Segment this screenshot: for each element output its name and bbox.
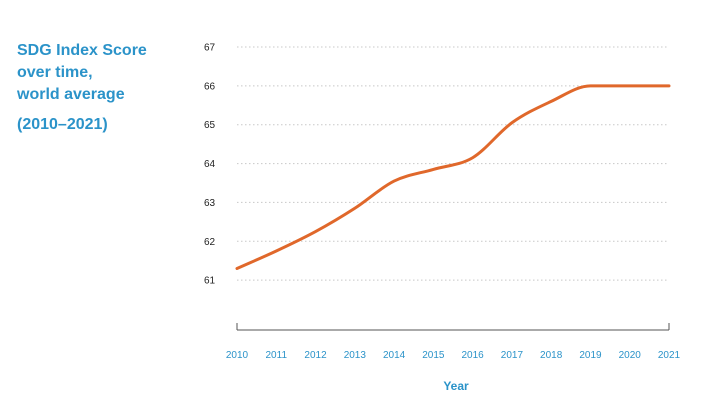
x-tick-label: 2016 [462,350,485,361]
y-tick-label: 65 [204,120,216,131]
x-axis-label: Year [443,379,469,393]
y-tick-label: 62 [204,237,216,248]
title-line-1: SDG Index Score [17,42,147,59]
x-tick-label: 2013 [344,350,367,361]
x-tick-label: 2011 [266,350,288,361]
x-tick-label: 2015 [422,350,445,361]
x-tick-label: 2012 [304,350,327,361]
title-line-2: over time, [17,64,93,81]
chart-title: SDG Index Score over time, world average… [17,40,197,136]
y-axis-ticks: 67 66 65 64 63 62 61 [204,43,216,287]
x-tick-label: 2018 [540,350,563,361]
y-tick-label: 66 [204,81,216,92]
series-line [235,84,671,270]
y-tick-label: 61 [204,276,216,287]
x-axis-ticks: 2010 2011 2012 2013 2014 2015 2016 2017 2018 2019… [226,350,681,361]
x-tick-label: 2019 [579,350,602,361]
y-tick-label: 63 [204,198,216,209]
x-axis [236,323,670,331]
y-tick-label: 64 [204,159,216,170]
y-tick-label: 67 [204,43,216,54]
x-tick-label: 2017 [501,350,524,361]
x-tick-label: 2021 [658,350,681,361]
x-tick-label: 2020 [619,350,642,361]
chart-subtitle: (2010–2021) [17,116,108,133]
x-tick-label: 2014 [383,350,406,361]
x-tick-label: 2010 [226,350,249,361]
title-line-3: world average [17,86,125,103]
series-group [235,84,671,270]
